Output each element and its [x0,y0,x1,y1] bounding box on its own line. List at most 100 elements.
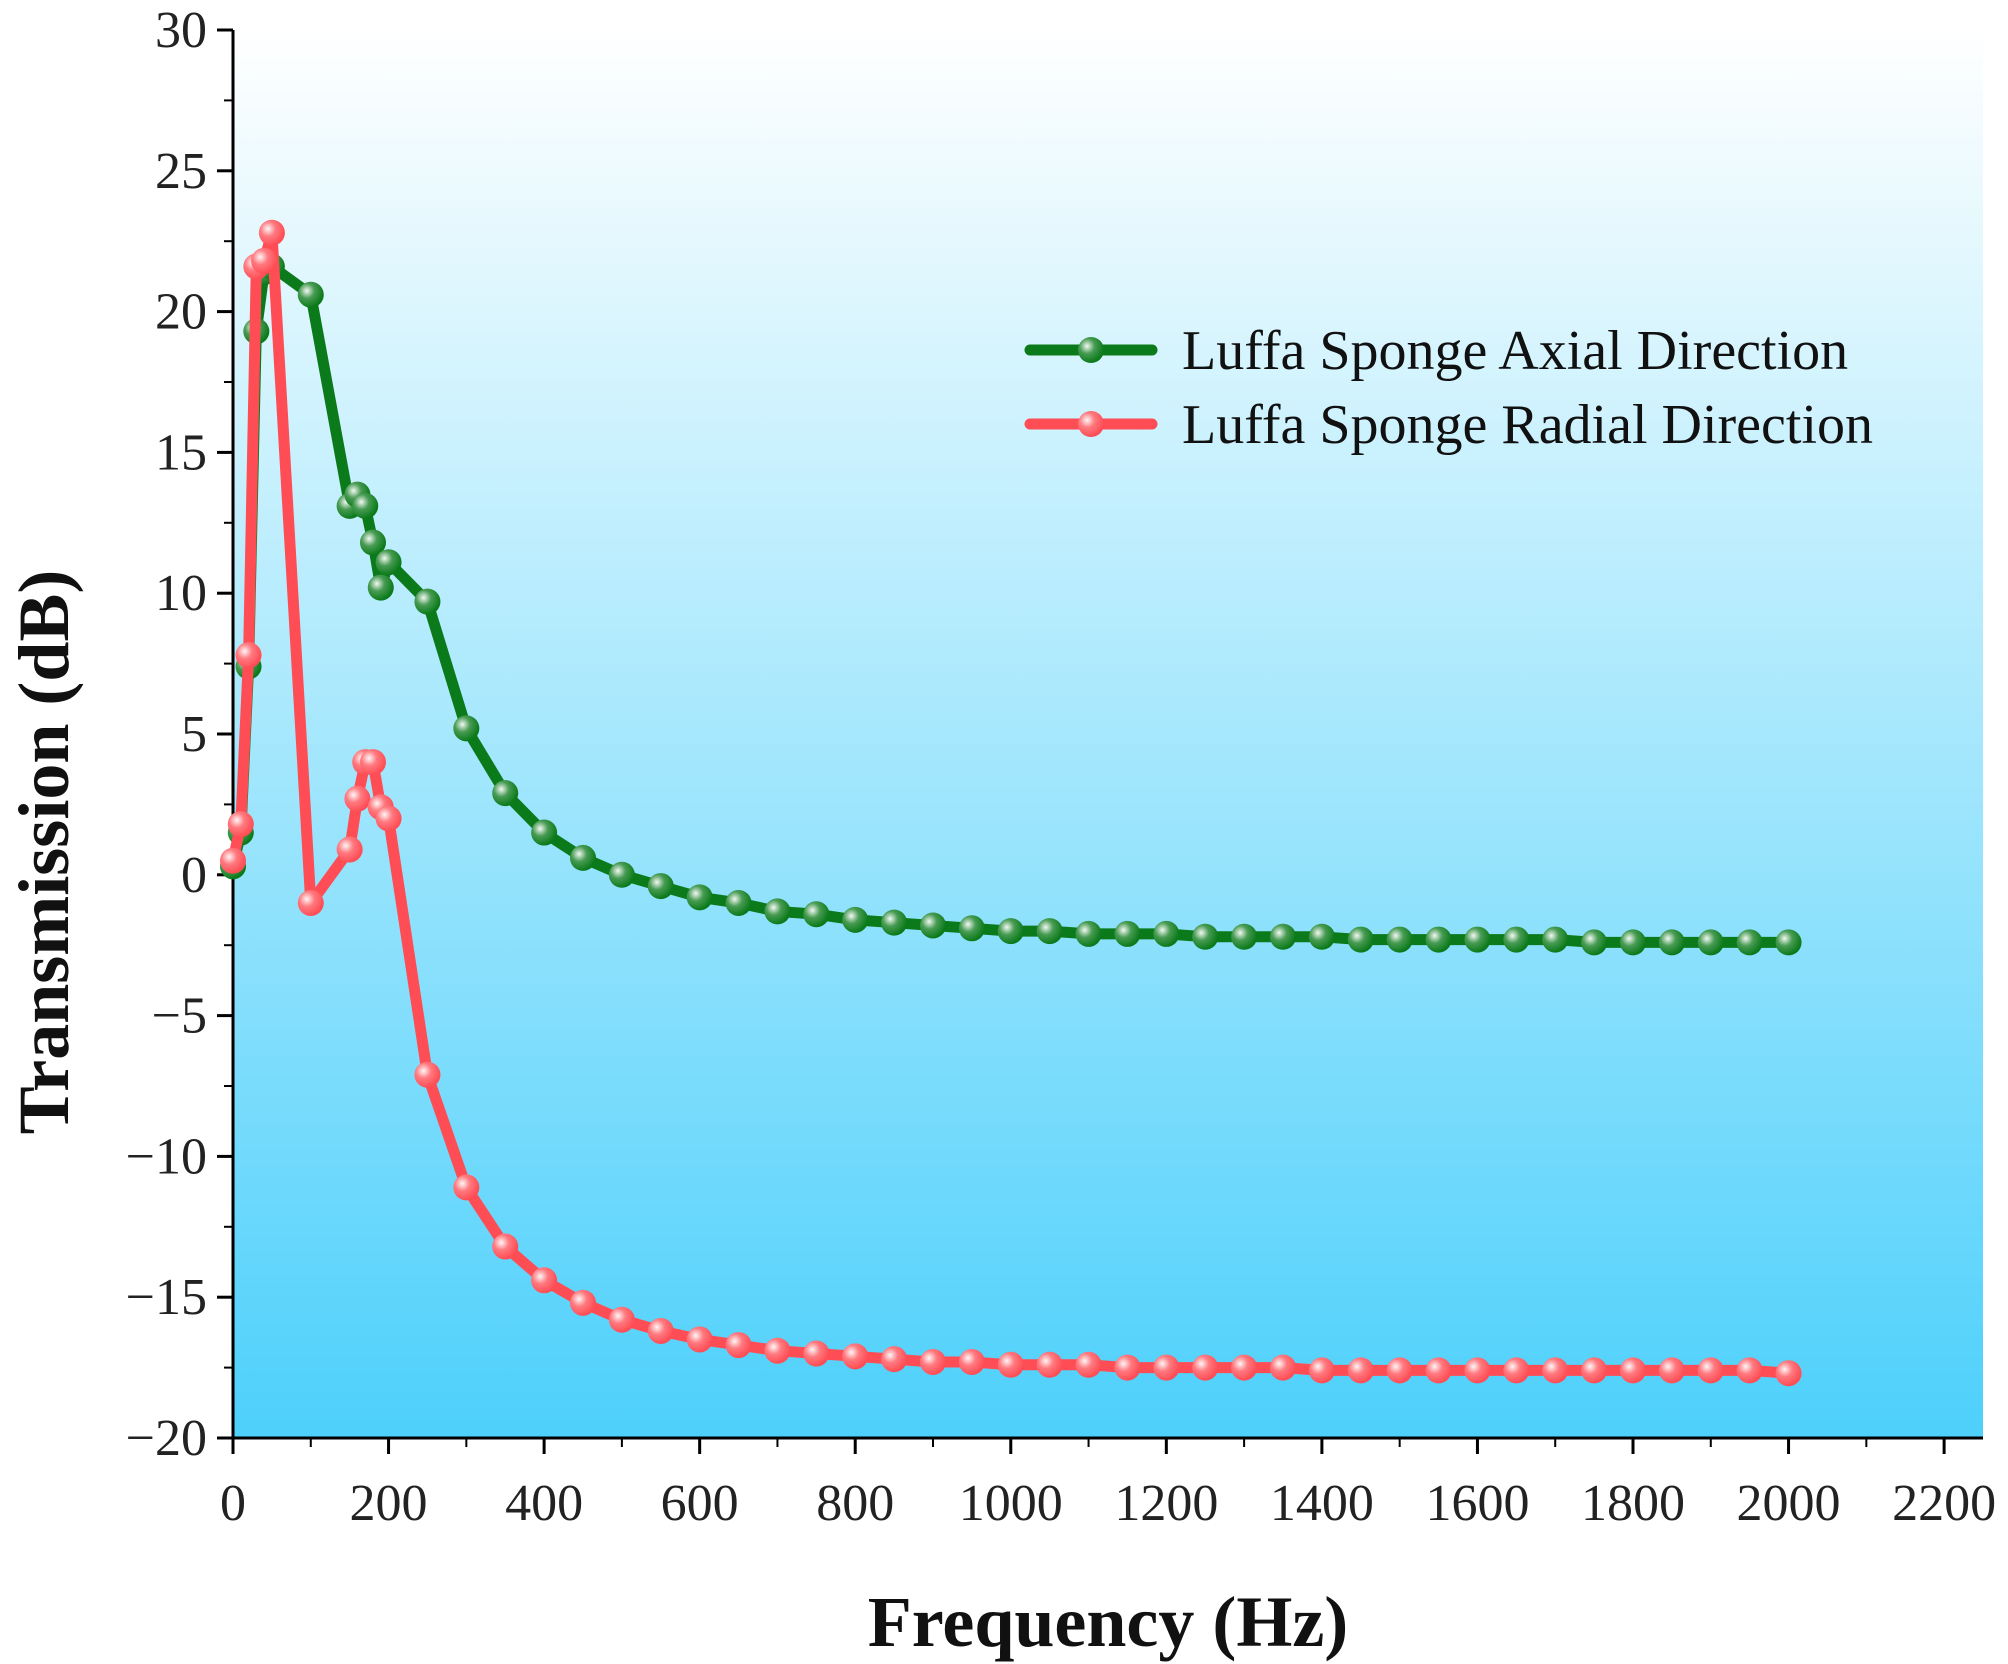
data-point-highlight [297,281,324,308]
data-point [1425,926,1452,953]
data-point-highlight [686,1326,713,1353]
data-point-highlight [1270,1354,1296,1381]
data-point-highlight [1736,929,1763,956]
data-point-highlight [1503,1357,1530,1384]
data-point [375,805,402,832]
data-point-highlight [360,749,386,776]
data-point [360,529,386,556]
data-point-highlight [453,1174,480,1201]
data-point-highlight [1231,1354,1258,1381]
data-point [1231,923,1258,950]
data-point [1153,920,1180,947]
data-point [881,909,908,936]
data-point [881,1346,908,1373]
data-point-highlight [608,861,635,888]
data-point [1697,1357,1724,1384]
data-point-highlight [1581,929,1608,956]
data-point [608,1306,635,1333]
data-point [1581,1357,1608,1384]
data-point [220,847,246,874]
data-point [1503,1357,1530,1384]
x-tick-label: 1200 [1114,1475,1218,1532]
y-tick-label: 5 [181,706,207,763]
data-point-highlight [1075,1351,1102,1378]
data-point [1775,929,1802,956]
data-point-highlight [1620,929,1646,956]
data-point [1620,1357,1646,1384]
data-point-highlight [1620,1357,1646,1384]
data-point-highlight [958,1348,985,1375]
legend-swatch-highlight [1078,411,1104,437]
data-point-highlight [227,811,254,838]
y-tick-label: −15 [126,1269,207,1326]
data-point-highlight [920,1348,946,1375]
data-point [297,889,324,916]
x-tick-label: 600 [661,1475,739,1532]
data-point-highlight [1036,1351,1063,1378]
data-point-highlight [336,836,363,863]
x-axis-title: Frequency (Hz) [868,1582,1349,1662]
data-point [251,247,278,274]
data-point [686,884,713,911]
data-point [842,906,869,933]
data-point-highlight [531,819,558,846]
data-point-highlight [881,1346,908,1373]
data-point-highlight [492,780,519,807]
data-point-highlight [686,884,713,911]
data-point-highlight [1697,929,1724,956]
x-tick-label: 0 [220,1475,246,1532]
data-point [258,219,285,246]
data-point-highlight [570,844,596,871]
data-point [1464,1357,1491,1384]
x-tick-label: 1800 [1581,1475,1685,1532]
data-point [352,492,379,519]
data-point [958,1348,985,1375]
data-point-highlight [220,847,246,874]
y-axis-title: Transmission (dB) [4,570,84,1135]
data-point [1542,926,1569,953]
data-point-highlight [920,912,946,939]
data-point-highlight [1153,1354,1180,1381]
data-point-highlight [1231,923,1258,950]
data-point [803,901,830,928]
data-point-highlight [1153,920,1180,947]
data-point-highlight [958,915,985,942]
x-tick-label: 2000 [1737,1475,1841,1532]
data-point [336,836,363,863]
data-point-highlight [1425,1357,1452,1384]
data-point [764,1337,791,1364]
data-point-highlight [1658,929,1685,956]
data-point-highlight [1308,1357,1335,1384]
data-point-highlight [453,715,480,742]
legend-label: Luffa Sponge Axial Direction [1182,320,1848,382]
data-point [367,574,394,601]
data-point [1075,1351,1102,1378]
data-point [725,1332,752,1359]
y-tick-label: 20 [155,284,207,341]
data-point-highlight [367,574,394,601]
data-point-highlight [1775,1360,1802,1387]
data-point-highlight [1386,1357,1413,1384]
data-point-highlight [1192,923,1219,950]
data-point-highlight [997,918,1024,945]
data-point-highlight [842,1343,869,1370]
data-point-highlight [725,1332,752,1359]
x-tick-label: 1600 [1425,1475,1529,1532]
data-point-highlight [764,898,791,925]
y-tick-label: 0 [181,847,207,904]
data-point-highlight [1075,920,1102,947]
data-point-highlight [803,901,830,928]
data-point [360,749,386,776]
y-tick-label: −5 [152,988,207,1045]
data-point-highlight [1386,926,1413,953]
data-point [842,1343,869,1370]
y-tick-label: 10 [155,565,207,622]
data-point [1347,926,1374,953]
data-point [344,785,371,812]
data-point [1658,1357,1685,1384]
data-point [1425,1357,1452,1384]
data-point [1347,1357,1374,1384]
data-point [1581,929,1608,956]
data-point-highlight [1736,1357,1763,1384]
